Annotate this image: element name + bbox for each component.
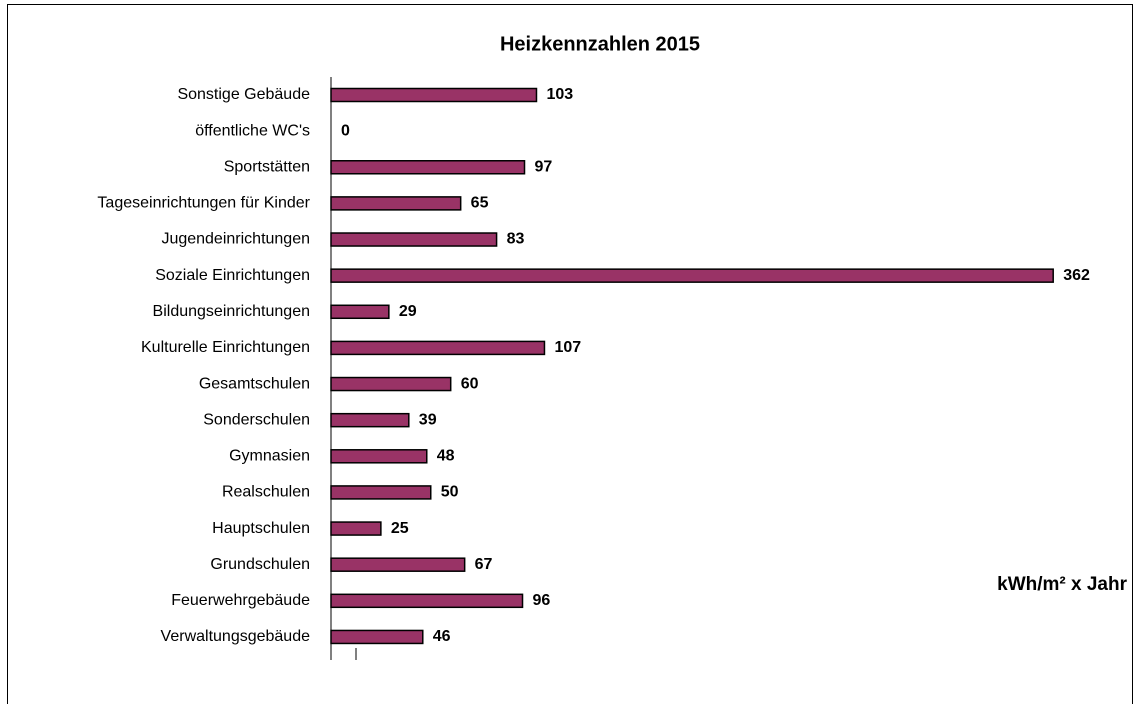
bar bbox=[330, 629, 424, 645]
category-label: Soziale Einrichtungen bbox=[155, 267, 310, 284]
bar bbox=[330, 521, 382, 536]
value-label: 107 bbox=[554, 339, 581, 356]
bar bbox=[330, 304, 390, 320]
category-label: Realschulen bbox=[222, 484, 310, 501]
value-label: 97 bbox=[535, 158, 553, 175]
bar bbox=[330, 449, 428, 464]
bar bbox=[330, 268, 1054, 283]
value-label: 103 bbox=[546, 86, 573, 103]
bar bbox=[330, 485, 432, 500]
value-label: 65 bbox=[471, 195, 489, 212]
category-label: Gesamtschulen bbox=[199, 375, 310, 392]
bar bbox=[330, 412, 410, 428]
bar bbox=[330, 593, 524, 609]
value-label: 0 bbox=[341, 122, 350, 139]
category-label: Sportstätten bbox=[224, 158, 310, 175]
bar bbox=[330, 340, 546, 356]
bar bbox=[330, 232, 498, 247]
category-label: Kulturelle Einrichtungen bbox=[141, 339, 310, 356]
category-label: Feuerwehrgebäude bbox=[171, 592, 310, 609]
bar bbox=[330, 557, 466, 572]
category-label: Sonstige Gebäude bbox=[177, 86, 310, 103]
value-label: 39 bbox=[419, 411, 437, 428]
bar bbox=[330, 160, 526, 175]
value-label: 60 bbox=[461, 375, 479, 392]
value-label: 67 bbox=[475, 556, 493, 573]
category-label: Tageseinrichtungen für Kinder bbox=[97, 195, 310, 212]
value-label: 83 bbox=[507, 231, 525, 248]
chart-title: Heizkennzahlen 2015 bbox=[500, 33, 700, 55]
bar bbox=[330, 376, 452, 392]
category-label: Grundschulen bbox=[210, 556, 310, 573]
value-label: 29 bbox=[399, 303, 417, 320]
value-label: 362 bbox=[1063, 267, 1090, 284]
value-label: 25 bbox=[391, 520, 409, 537]
category-label: Sonderschulen bbox=[203, 411, 310, 428]
unit-label: kWh/m² x Jahr bbox=[997, 574, 1127, 595]
value-label: 50 bbox=[441, 484, 459, 501]
bar bbox=[330, 87, 538, 103]
value-label: 96 bbox=[533, 592, 551, 609]
category-label: Jugendeinrichtungen bbox=[161, 231, 310, 248]
category-label: öffentliche WC's bbox=[195, 122, 310, 139]
category-label: Hauptschulen bbox=[212, 520, 310, 537]
category-label: Gymnasien bbox=[229, 448, 310, 465]
chart-frame bbox=[7, 4, 1133, 704]
category-label: Verwaltungsgebäude bbox=[161, 628, 311, 645]
value-label: 48 bbox=[437, 448, 455, 465]
category-label: Bildungseinrichtungen bbox=[153, 303, 310, 320]
value-label: 46 bbox=[433, 628, 451, 645]
bar bbox=[330, 196, 462, 211]
